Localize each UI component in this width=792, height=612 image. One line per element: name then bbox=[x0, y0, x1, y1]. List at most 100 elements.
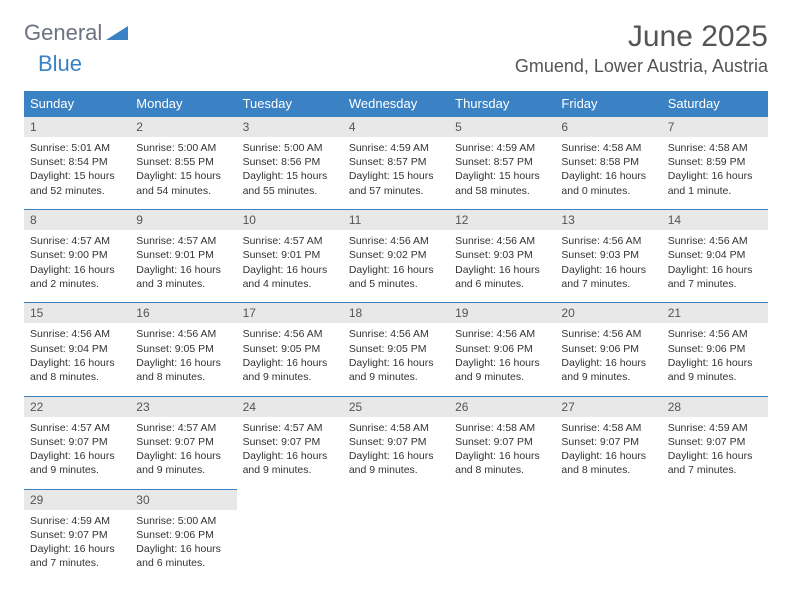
sunrise-line: Sunrise: 4:57 AM bbox=[136, 422, 216, 434]
day-number: 8 bbox=[24, 210, 130, 230]
day-number: 1 bbox=[24, 117, 130, 137]
sunset-line: Sunset: 9:07 PM bbox=[561, 436, 639, 448]
month-title: June 2025 bbox=[515, 20, 768, 54]
day-body: Sunrise: 4:57 AMSunset: 9:00 PMDaylight:… bbox=[24, 230, 130, 299]
day-cell: 19Sunrise: 4:56 AMSunset: 9:06 PMDayligh… bbox=[449, 303, 555, 392]
day-body: Sunrise: 4:58 AMSunset: 8:59 PMDaylight:… bbox=[662, 137, 768, 206]
day-cell: 16Sunrise: 4:56 AMSunset: 9:05 PMDayligh… bbox=[130, 303, 236, 392]
sunset-line: Sunset: 9:05 PM bbox=[243, 343, 321, 355]
day-cell: 6Sunrise: 4:58 AMSunset: 8:58 PMDaylight… bbox=[555, 117, 661, 206]
sunset-line: Sunset: 9:06 PM bbox=[668, 343, 746, 355]
sunrise-line: Sunrise: 4:56 AM bbox=[455, 328, 535, 340]
day-number: 16 bbox=[130, 303, 236, 323]
daylight-line: Daylight: 16 hours and 4 minutes. bbox=[243, 264, 328, 290]
daylight-line: Daylight: 16 hours and 7 minutes. bbox=[668, 450, 753, 476]
sunset-line: Sunset: 9:01 PM bbox=[243, 249, 321, 261]
daylight-line: Daylight: 16 hours and 8 minutes. bbox=[136, 357, 221, 383]
sunrise-line: Sunrise: 5:00 AM bbox=[136, 142, 216, 154]
sunrise-line: Sunrise: 4:58 AM bbox=[349, 422, 429, 434]
sunrise-line: Sunrise: 4:57 AM bbox=[243, 235, 323, 247]
sunrise-line: Sunrise: 4:56 AM bbox=[136, 328, 216, 340]
day-body: Sunrise: 4:56 AMSunset: 9:06 PMDaylight:… bbox=[555, 323, 661, 392]
sunset-line: Sunset: 9:06 PM bbox=[136, 529, 214, 541]
daylight-line: Daylight: 16 hours and 3 minutes. bbox=[136, 264, 221, 290]
week-row: 15Sunrise: 4:56 AMSunset: 9:04 PMDayligh… bbox=[24, 303, 768, 392]
sunrise-line: Sunrise: 5:01 AM bbox=[30, 142, 110, 154]
sunset-line: Sunset: 8:54 PM bbox=[30, 156, 108, 168]
sunrise-line: Sunrise: 4:58 AM bbox=[561, 422, 641, 434]
day-cell: 14Sunrise: 4:56 AMSunset: 9:04 PMDayligh… bbox=[662, 210, 768, 299]
day-cell: 29Sunrise: 4:59 AMSunset: 9:07 PMDayligh… bbox=[24, 489, 130, 578]
day-body: Sunrise: 4:57 AM Sunset: 9:01 PM Daylight:… bbox=[237, 230, 343, 299]
daylight-line: Daylight: 16 hours and 9 minutes. bbox=[136, 450, 221, 476]
day-number: 3 bbox=[237, 117, 343, 137]
week-row: 22Sunrise: 4:57 AMSunset: 9:07 PMDayligh… bbox=[24, 396, 768, 485]
day-body: Sunrise: 4:59 AMSunset: 9:07 PMDaylight:… bbox=[662, 417, 768, 486]
sunset-line: Sunset: 8:58 PM bbox=[561, 156, 639, 168]
daylight-line: Daylight: 16 hours and 8 minutes. bbox=[30, 357, 115, 383]
daylight-line: Daylight: 15 hours and 52 minutes. bbox=[30, 170, 115, 196]
day-cell: 13Sunrise: 4:56 AMSunset: 9:03 PMDayligh… bbox=[555, 210, 661, 299]
sunset-line: Sunset: 9:05 PM bbox=[349, 343, 427, 355]
sunrise-line: Sunrise: 4:59 AM bbox=[30, 515, 110, 527]
day-body: Sunrise: 4:58 AMSunset: 8:58 PMDaylight:… bbox=[555, 137, 661, 206]
day-body: Sunrise: 4:58 AMSunset: 9:07 PMDaylight:… bbox=[449, 417, 555, 486]
day-number: 18 bbox=[343, 303, 449, 323]
sunset-line: Sunset: 9:02 PM bbox=[349, 249, 427, 261]
sunrise-line: Sunrise: 4:56 AM bbox=[668, 235, 748, 247]
daylight-line: Daylight: 16 hours and 1 minute. bbox=[668, 170, 753, 196]
day-body: Sunrise: 4:56 AMSunset: 9:02 PMDaylight:… bbox=[343, 230, 449, 299]
day-cell bbox=[555, 489, 661, 578]
daylight-line: Daylight: 15 hours and 54 minutes. bbox=[136, 170, 221, 196]
day-cell: 1 Sunrise: 5:01 AM Sunset: 8:54 PM Daylight… bbox=[24, 117, 130, 206]
sunrise-line: Sunrise: 4:56 AM bbox=[561, 328, 641, 340]
day-number: 13 bbox=[555, 210, 661, 230]
sunrise-line: Sunrise: 4:57 AM bbox=[243, 422, 323, 434]
day-number: 2 bbox=[130, 117, 236, 137]
day-body: Sunrise: 4:58 AMSunset: 9:07 PMDaylight:… bbox=[555, 417, 661, 486]
weekday-tue: Tuesday bbox=[237, 91, 343, 117]
day-cell: 26Sunrise: 4:58 AMSunset: 9:07 PMDayligh… bbox=[449, 396, 555, 485]
daylight-line: Daylight: 16 hours and 9 minutes. bbox=[455, 357, 540, 383]
sunrise-line: Sunrise: 4:59 AM bbox=[455, 142, 535, 154]
sunrise-line: Sunrise: 4:56 AM bbox=[349, 328, 429, 340]
day-body: Sunrise: 4:59 AMSunset: 9:07 PMDaylight:… bbox=[24, 510, 130, 579]
day-body: Sunrise: 4:56 AMSunset: 9:05 PMDaylight:… bbox=[343, 323, 449, 392]
day-cell: 25Sunrise: 4:58 AMSunset: 9:07 PMDayligh… bbox=[343, 396, 449, 485]
daylight-line: Daylight: 16 hours and 0 minutes. bbox=[561, 170, 646, 196]
weekday-header-row: Sunday Monday Tuesday Wednesday Thursday… bbox=[24, 91, 768, 117]
day-cell: 2 Sunrise: 5:00 AM Sunset: 8:55 PM Daylight… bbox=[130, 117, 236, 206]
sunset-line: Sunset: 9:04 PM bbox=[668, 249, 746, 261]
day-body: Sunrise: 4:56 AMSunset: 9:03 PMDaylight:… bbox=[449, 230, 555, 299]
day-cell: 15Sunrise: 4:56 AMSunset: 9:04 PMDayligh… bbox=[24, 303, 130, 392]
sunrise-line: Sunrise: 4:56 AM bbox=[561, 235, 641, 247]
day-cell: 21Sunrise: 4:56 AMSunset: 9:06 PMDayligh… bbox=[662, 303, 768, 392]
logo-text-1: General bbox=[24, 20, 102, 46]
calendar-table: Sunday Monday Tuesday Wednesday Thursday… bbox=[24, 91, 768, 578]
day-cell: 11Sunrise: 4:56 AMSunset: 9:02 PMDayligh… bbox=[343, 210, 449, 299]
week-row: 29Sunrise: 4:59 AMSunset: 9:07 PMDayligh… bbox=[24, 489, 768, 578]
daylight-line: Daylight: 15 hours and 55 minutes. bbox=[243, 170, 328, 196]
day-number: 6 bbox=[555, 117, 661, 137]
day-cell: 28Sunrise: 4:59 AMSunset: 9:07 PMDayligh… bbox=[662, 396, 768, 485]
day-cell: 9Sunrise: 4:57 AMSunset: 9:01 PMDaylight… bbox=[130, 210, 236, 299]
day-cell: 5Sunrise: 4:59 AMSunset: 8:57 PMDaylight… bbox=[449, 117, 555, 206]
sunset-line: Sunset: 8:55 PM bbox=[136, 156, 214, 168]
day-cell: 24Sunrise: 4:57 AMSunset: 9:07 PMDayligh… bbox=[237, 396, 343, 485]
sunset-line: Sunset: 8:56 PM bbox=[243, 156, 321, 168]
day-number: 4 bbox=[343, 117, 449, 137]
day-body: Sunrise: 4:59 AMSunset: 8:57 PMDaylight:… bbox=[343, 137, 449, 206]
sunrise-line: Sunrise: 4:57 AM bbox=[30, 422, 110, 434]
sunset-line: Sunset: 9:07 PM bbox=[455, 436, 533, 448]
sunset-line: Sunset: 9:06 PM bbox=[561, 343, 639, 355]
sunrise-line: Sunrise: 4:59 AM bbox=[668, 422, 748, 434]
day-cell: 7Sunrise: 4:58 AMSunset: 8:59 PMDaylight… bbox=[662, 117, 768, 206]
sunset-line: Sunset: 9:04 PM bbox=[30, 343, 108, 355]
day-cell: 3Sunrise: 5:00 AMSunset: 8:56 PMDaylight… bbox=[237, 117, 343, 206]
daylight-line: Daylight: 16 hours and 9 minutes. bbox=[30, 450, 115, 476]
daylight-line: Daylight: 16 hours and 2 minutes. bbox=[30, 264, 115, 290]
sunset-line: Sunset: 8:57 PM bbox=[349, 156, 427, 168]
day-cell bbox=[662, 489, 768, 578]
day-cell: 22Sunrise: 4:57 AMSunset: 9:07 PMDayligh… bbox=[24, 396, 130, 485]
day-cell: 8Sunrise: 4:57 AMSunset: 9:00 PMDaylight… bbox=[24, 210, 130, 299]
